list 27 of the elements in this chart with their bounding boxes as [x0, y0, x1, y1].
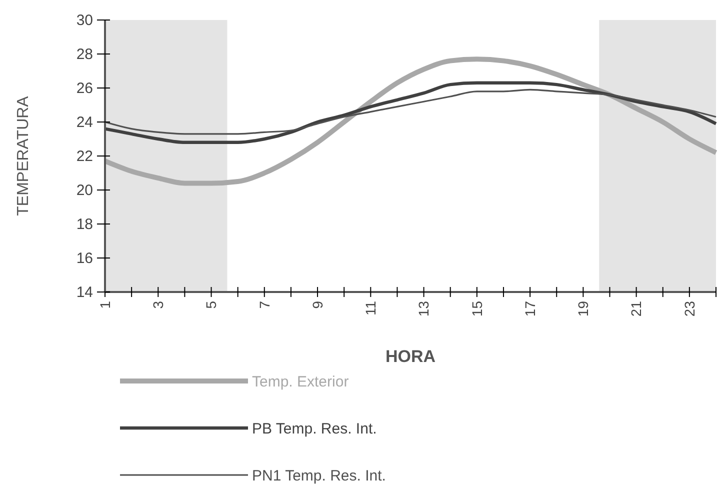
x-tick-label: 21 — [628, 300, 644, 317]
y-tick-label: 26 — [76, 80, 93, 97]
x-tick-label: 5 — [203, 300, 220, 309]
x-axis-title: HORA — [385, 347, 436, 366]
y-tick-label: 22 — [76, 148, 93, 165]
x-tick-label: 7 — [256, 300, 272, 309]
y-tick-label: 20 — [76, 182, 93, 199]
x-tick-label: 19 — [575, 300, 592, 317]
x-tick-label: 13 — [416, 300, 432, 317]
y-tick-label: 14 — [76, 284, 93, 301]
x-tick-label: 15 — [468, 300, 485, 317]
y-tick-label: 24 — [76, 114, 93, 131]
x-tick-label: 23 — [681, 300, 698, 317]
y-tick-label: 16 — [76, 250, 93, 267]
text: Temp. Exterior — [252, 373, 349, 390]
y-tick-label: 28 — [76, 46, 93, 63]
x-tick-label: 3 — [150, 300, 166, 309]
x-tick-label: 11 — [362, 300, 379, 316]
y-axis-title: TEMPERATURA — [15, 96, 32, 216]
y-tick-label: 30 — [76, 12, 93, 29]
x-tick-label: 17 — [522, 300, 538, 317]
text: PB Temp. Res. Int. — [252, 420, 377, 438]
text: PN1 Temp. Res. Int. — [252, 467, 386, 484]
y-tick-label: 18 — [76, 216, 93, 233]
x-tick-label: 9 — [309, 300, 326, 309]
line-series — [103, 81, 718, 144]
x-tick-label: 1 — [96, 300, 113, 309]
